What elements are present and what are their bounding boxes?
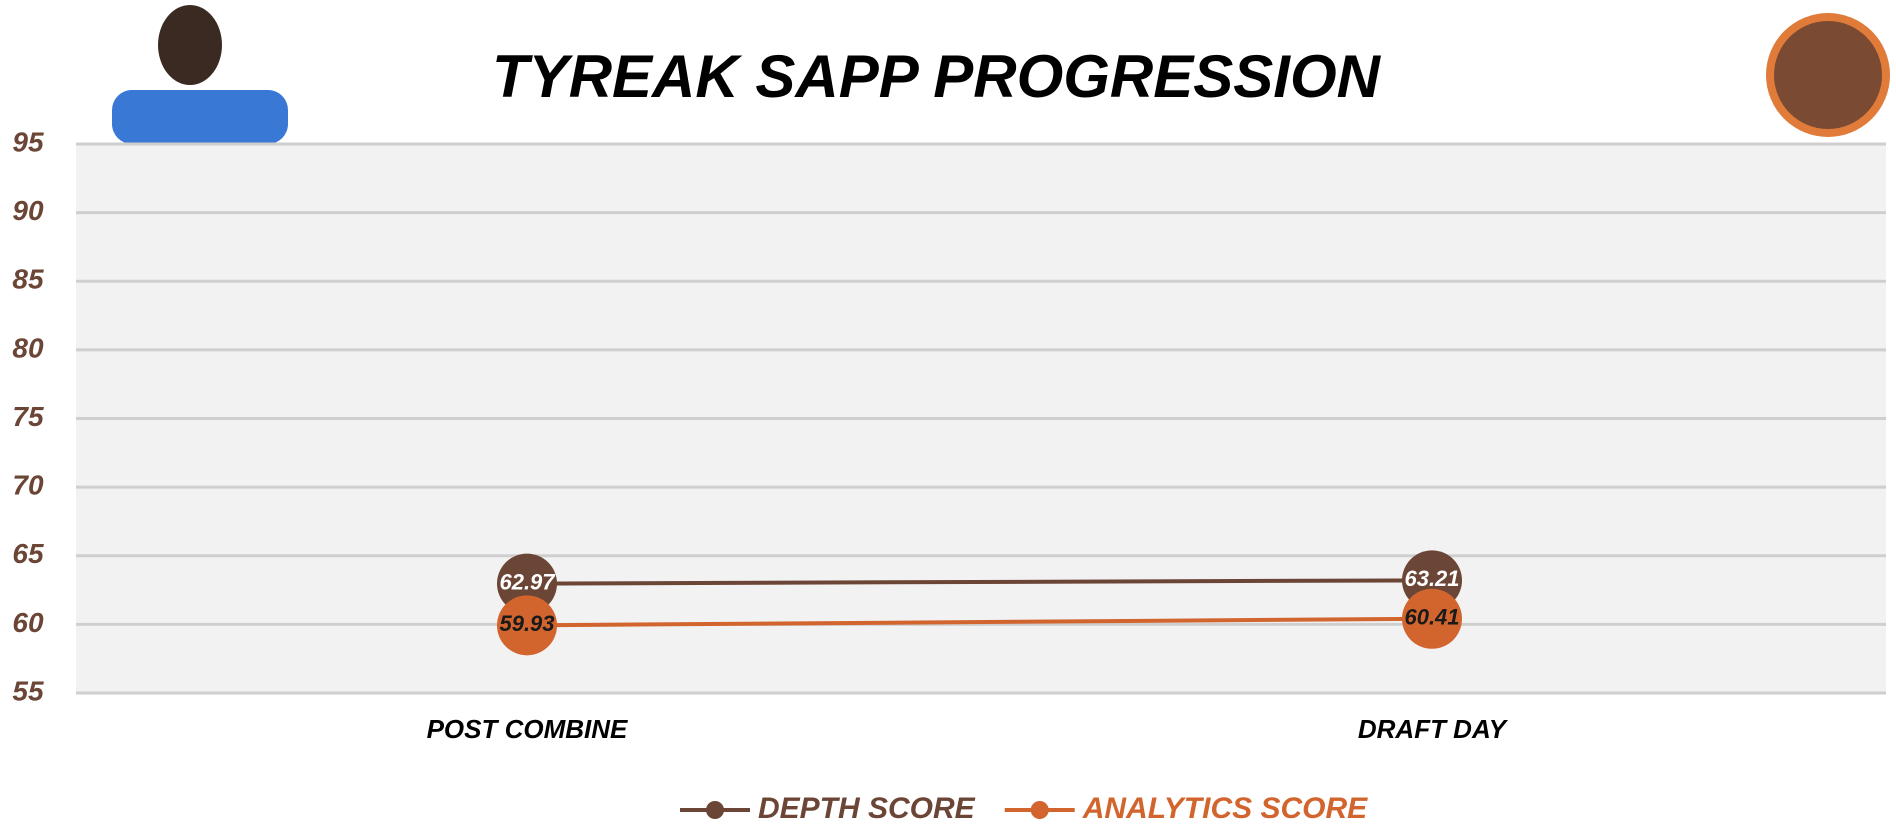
value-label: 60.41 (1404, 605, 1459, 630)
player-photo (112, 5, 288, 144)
value-label: 63.21 (1404, 566, 1459, 591)
y-tick-label: 70 (12, 470, 44, 501)
legend-marker (1030, 801, 1049, 819)
point (1402, 588, 1462, 649)
value-label: 62.97 (499, 569, 556, 594)
y-tick-label: 60 (12, 607, 44, 638)
chart-title: TYREAK SAPP PROGRESSION (492, 43, 1382, 110)
value-label: 59.93 (499, 611, 554, 636)
y-tick-label: 85 (12, 264, 44, 295)
y-tick-label: 80 (12, 332, 44, 363)
x-tick-label: POST COMBINE (427, 714, 628, 744)
y-tick-label: 55 (12, 675, 44, 706)
y-tick-label: 65 (12, 538, 44, 569)
legend-marker (706, 801, 724, 819)
legend-label: DEPTH SCORE (758, 792, 976, 825)
x-tick-label: DRAFT DAY (1358, 714, 1509, 744)
series-line (526, 616, 1433, 628)
legend: DEPTH SCORE ANALYTICS SCORE (680, 792, 1368, 825)
y-tick-label: 90 (12, 195, 44, 226)
legend-label: ANALYTICS SCORE (1082, 792, 1368, 825)
team-logo (1766, 13, 1890, 137)
y-tick-label: 95 (12, 126, 44, 157)
series-line (526, 578, 1433, 586)
y-tick-label: 75 (12, 401, 44, 432)
point (497, 553, 557, 614)
point (497, 595, 557, 656)
